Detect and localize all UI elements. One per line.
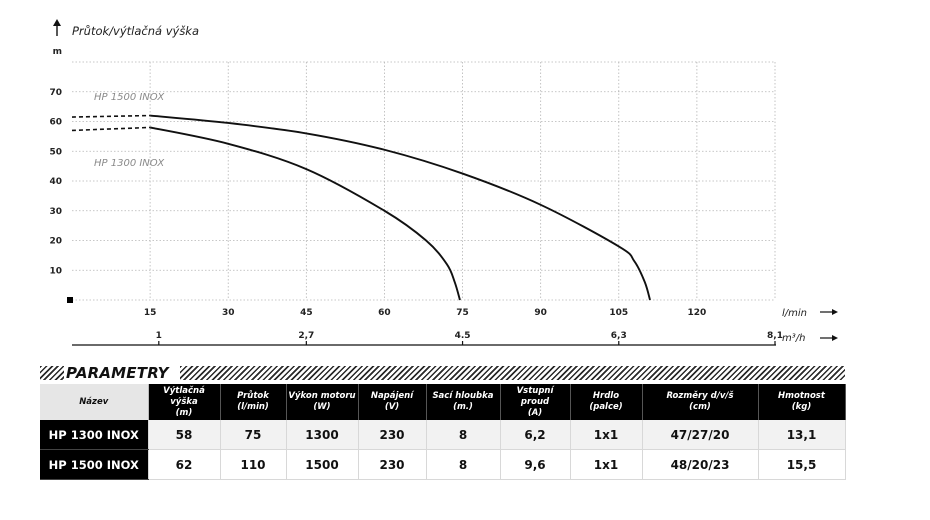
origin-marker xyxy=(67,297,73,303)
series-label: HP 1500 INOX xyxy=(94,92,165,103)
table-row: HP 1300 INOX 58 75 1300 230 8 6,2 1x1 47/27/20 13… xyxy=(40,420,846,450)
x-axis-unit-lmin: l/min xyxy=(782,308,807,319)
x-tick-label-m3h: 6,3 xyxy=(611,331,627,341)
x-tick-label-lmin: 75 xyxy=(456,308,469,318)
table-cell: 62 xyxy=(148,449,221,480)
y-tick-label: 20 xyxy=(49,237,62,247)
parameters-title: PARAMETRY xyxy=(64,363,171,383)
table-cell: 6,2 xyxy=(500,420,571,450)
x-tick-label-m3h: 2,7 xyxy=(298,331,314,341)
x-tick-label-m3h: 8,1 xyxy=(767,331,783,341)
table-cell: 110 xyxy=(220,449,287,480)
column-header-3: Výkon motoru (W) xyxy=(286,384,359,420)
table-cell: 1500 xyxy=(286,449,359,480)
column-header-label: Sací hloubka xyxy=(432,391,494,401)
y-axis-arrow-head xyxy=(53,19,61,26)
y-tick-label: 70 xyxy=(49,88,62,98)
y-tick-label: 60 xyxy=(49,118,62,128)
header-stripes-left xyxy=(40,366,64,380)
column-header-label: Napájení xyxy=(370,391,414,401)
column-header-6: Vstupní proud (A) xyxy=(500,384,571,420)
x-tick-label-lmin: 45 xyxy=(300,308,313,318)
table-cell: 15,5 xyxy=(758,449,846,480)
column-header-5: Sací hloubka (m.) xyxy=(426,384,501,420)
x-tick-label-m3h: 4.5 xyxy=(455,331,471,341)
column-header-unit: (palce) xyxy=(589,402,623,412)
column-header-4: Napájení (V) xyxy=(358,384,427,420)
y-tick-label: 50 xyxy=(49,147,62,157)
x-axis-arrowhead-m3h xyxy=(832,335,838,341)
table-cell: 47/27/20 xyxy=(642,420,759,450)
column-header-label: Výtlačná výška xyxy=(163,385,205,407)
table-cell: 230 xyxy=(358,420,427,450)
table-cell: 48/20/23 xyxy=(642,449,759,480)
parameters-table: Název Výtlačná výška (m) Průtok (l/min) Výkon… xyxy=(40,384,846,480)
series-line-dashed xyxy=(71,114,151,118)
x-axis-arrowhead-lmin xyxy=(832,309,838,315)
column-header-label: Hrdlo xyxy=(592,391,620,401)
pump-curve-chart: 10 20 30 40 50 60 70 m Průtok/výtlačná výška 15 30… xyxy=(49,19,838,346)
column-header-label: Průtok xyxy=(237,391,269,401)
column-header-9: Hmotnost (kg) xyxy=(758,384,846,420)
x-tick-label-lmin: 105 xyxy=(609,308,628,318)
table-cell: 8 xyxy=(426,449,501,480)
table-cell: 75 xyxy=(220,420,287,450)
column-header-unit: (cm) xyxy=(689,402,711,412)
column-header-unit: (V) xyxy=(384,402,400,412)
table-cell: 58 xyxy=(148,420,221,450)
x-tick-label-lmin: 30 xyxy=(222,308,235,318)
column-header-label: Výkon motoru xyxy=(288,391,356,401)
column-header-label: Rozměry d/v/š xyxy=(666,391,734,401)
column-header-8: Rozměry d/v/š (cm) xyxy=(642,384,759,420)
column-header-7: Hrdlo (palce) xyxy=(570,384,643,420)
y-axis-unit: m xyxy=(53,47,62,57)
table-cell: 1x1 xyxy=(570,420,643,450)
table-cell: 13,1 xyxy=(758,420,846,450)
column-header-0: Název xyxy=(40,384,149,420)
model-name-cell: HP 1500 INOX xyxy=(40,449,149,480)
model-name-cell: HP 1300 INOX xyxy=(40,420,149,450)
x-tick-label-lmin: 120 xyxy=(687,308,706,318)
table-cell: 9,6 xyxy=(500,449,571,480)
table-cell: 230 xyxy=(358,449,427,480)
x-tick-label-lmin: 15 xyxy=(144,308,157,318)
y-tick-label: 30 xyxy=(49,207,62,217)
column-header-label: Název xyxy=(79,396,109,407)
column-header-label: Hmotnost xyxy=(778,391,825,401)
header-stripes-right xyxy=(180,366,845,380)
column-header-label: Vstupní proud xyxy=(516,385,554,407)
table-header-row: Název Výtlačná výška (m) Průtok (l/min) Výkon… xyxy=(40,384,846,420)
y-tick-label: 40 xyxy=(49,177,62,187)
series-line xyxy=(150,114,651,301)
table-cell: 8 xyxy=(426,420,501,450)
table-cell: 1300 xyxy=(286,420,359,450)
column-header-unit: (W) xyxy=(313,402,331,412)
series-line xyxy=(149,126,461,301)
table-cell: 1x1 xyxy=(570,449,643,480)
column-header-unit: (A) xyxy=(527,407,543,418)
column-header-1: Výtlačná výška (m) xyxy=(148,384,221,420)
table-row: HP 1500 INOX 62 110 1500 230 8 9,6 1x1 48/20/23 1… xyxy=(40,449,846,480)
y-tick-label: 10 xyxy=(49,266,62,276)
x-tick-label-lmin: 90 xyxy=(534,308,547,318)
column-header-unit: (m) xyxy=(175,407,193,418)
column-header-unit: (m.) xyxy=(453,402,473,412)
x-tick-label-m3h: 1 xyxy=(156,331,162,341)
column-header-unit: (l/min) xyxy=(237,402,269,412)
series-label: HP 1300 INOX xyxy=(94,158,165,169)
x-axis-unit-m3h: m³/h xyxy=(782,333,805,344)
column-header-unit: (kg) xyxy=(791,402,812,412)
y-axis-title: Průtok/výtlačná výška xyxy=(72,24,199,38)
x-tick-label-lmin: 60 xyxy=(378,308,391,318)
parameters-header: PARAMETRY xyxy=(40,363,845,383)
series-line-dashed xyxy=(71,126,151,132)
column-header-2: Průtok (l/min) xyxy=(220,384,287,420)
